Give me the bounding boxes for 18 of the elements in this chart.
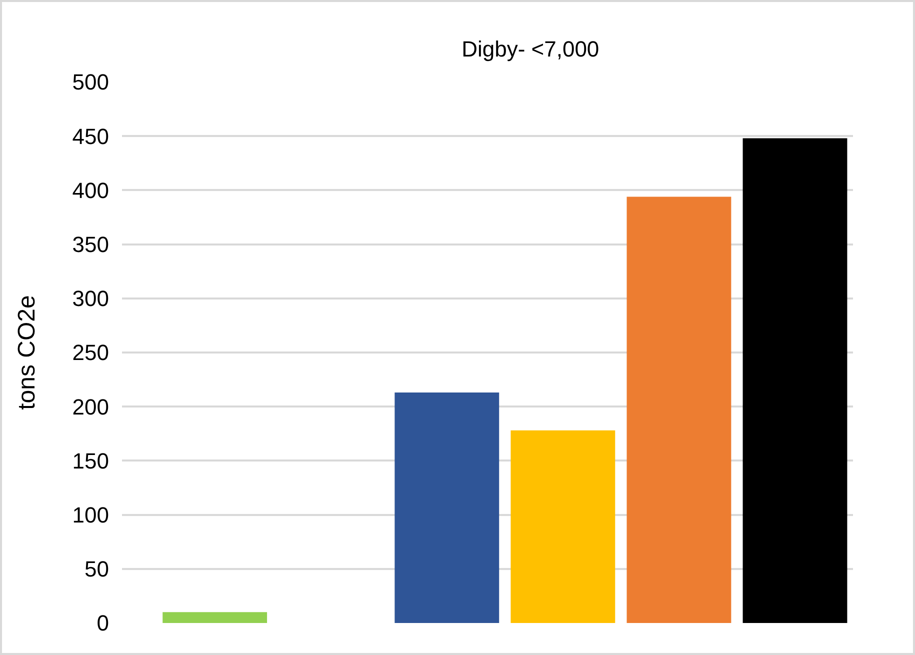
y-tick-label: 300 bbox=[72, 286, 109, 312]
bar bbox=[510, 430, 616, 623]
bar bbox=[742, 138, 848, 623]
y-tick-label: 500 bbox=[72, 70, 109, 95]
y-tick-label: 400 bbox=[72, 178, 109, 203]
y-tick-label: 100 bbox=[72, 502, 109, 528]
y-tick-label: 0 bbox=[96, 610, 109, 636]
bar bbox=[162, 612, 268, 623]
y-axis-title: tons CO2e bbox=[13, 295, 40, 410]
y-tick-label: 450 bbox=[72, 124, 109, 149]
chart-title: Digby- <7,000 bbox=[462, 36, 600, 62]
y-tick-label: 50 bbox=[84, 556, 109, 582]
y-tick-label: 200 bbox=[72, 394, 109, 420]
y-tick-label: 350 bbox=[72, 232, 109, 257]
bar bbox=[626, 196, 732, 623]
y-tick-label: 250 bbox=[72, 340, 109, 366]
y-tick-label: 150 bbox=[72, 448, 109, 474]
bar bbox=[394, 392, 500, 623]
